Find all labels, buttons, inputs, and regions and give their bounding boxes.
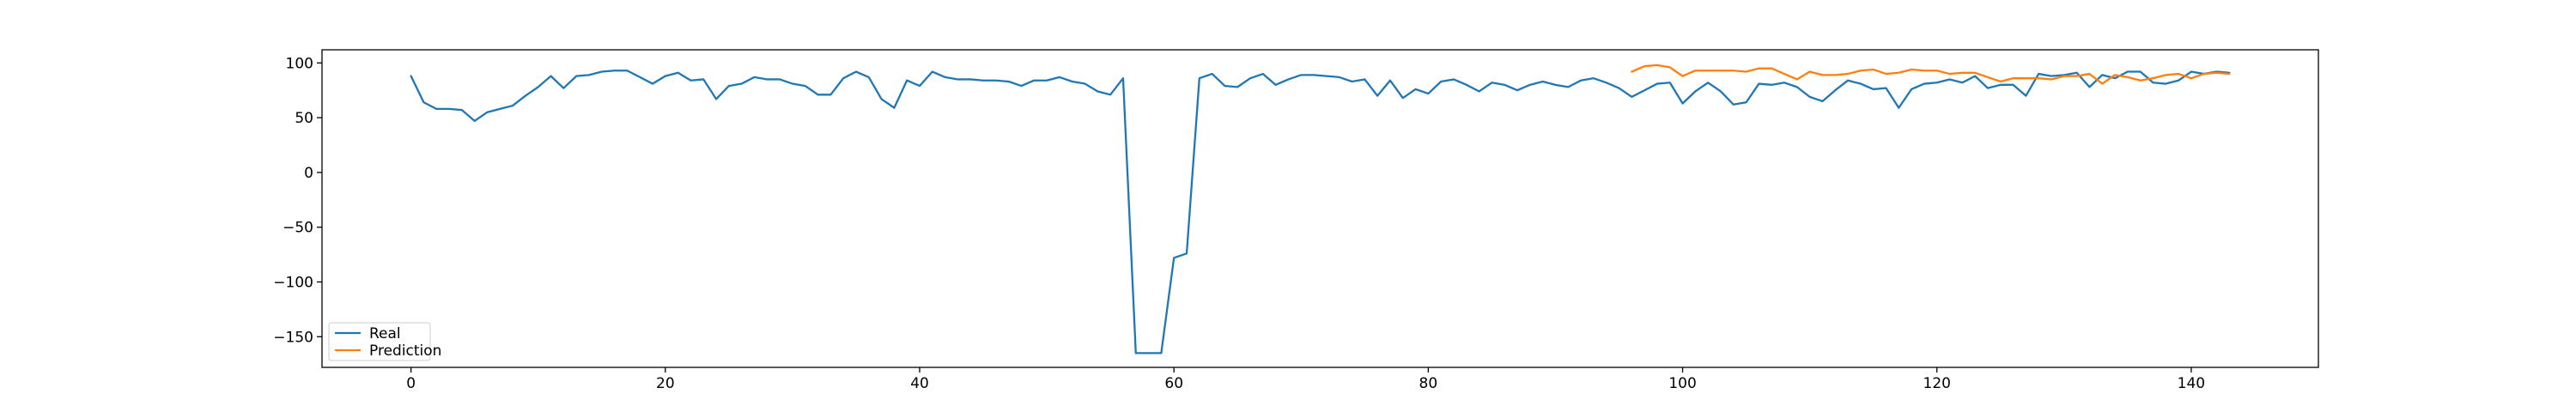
x-tick-label: 0 <box>406 375 416 392</box>
x-tick-label: 40 <box>910 375 929 392</box>
y-axis: 100 50 0 −50 −100 −150 <box>273 55 322 346</box>
y-tick-label: 0 <box>304 165 313 182</box>
y-tick-label: −50 <box>283 220 313 237</box>
y-tick-label: 100 <box>286 55 313 72</box>
x-tick-label: 80 <box>1419 375 1438 392</box>
series-line-prediction <box>1631 64 2231 85</box>
x-tick-label: 120 <box>1923 375 1951 392</box>
legend: Real Prediction <box>328 322 441 361</box>
series-line-real <box>410 70 2231 354</box>
y-tick-label: 50 <box>295 110 313 127</box>
x-tick-label: 100 <box>1668 375 1696 392</box>
y-tick-label: −100 <box>273 274 313 291</box>
legend-label-real: Real <box>369 325 401 342</box>
y-tick-label: −150 <box>273 329 313 346</box>
x-tick-label: 20 <box>656 375 675 392</box>
x-tick-label: 140 <box>2178 375 2205 392</box>
legend-label-prediction: Prediction <box>369 342 441 360</box>
x-tick-label: 60 <box>1164 375 1183 392</box>
plot-frame <box>321 49 2319 368</box>
x-axis: 0 20 40 60 80 100 120 140 <box>406 367 2205 392</box>
series-layer <box>410 64 2231 354</box>
